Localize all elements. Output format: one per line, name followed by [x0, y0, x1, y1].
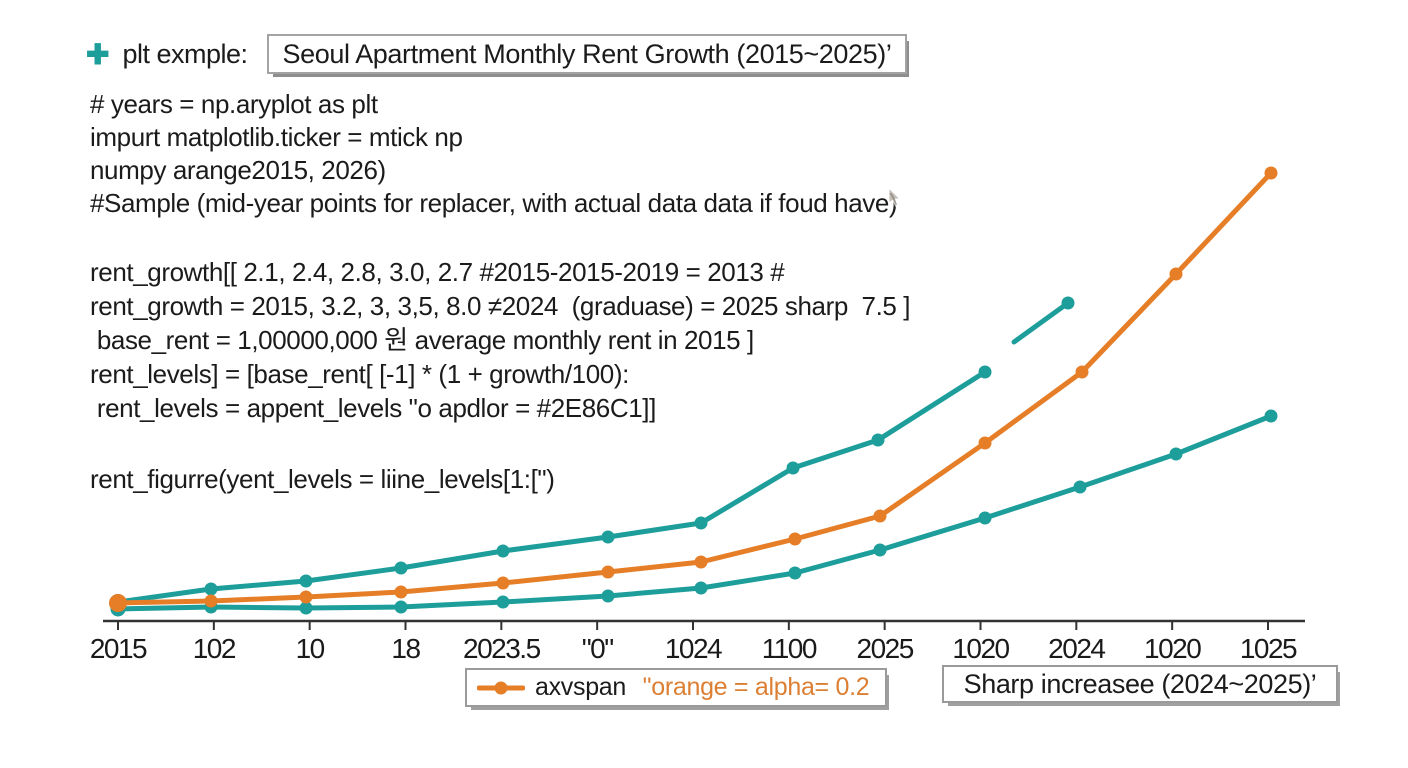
- orange-line-marker-icon: [477, 681, 525, 694]
- code-block-3: rent_figurre(yent_levels = liine_levels[…: [90, 462, 555, 496]
- mouse-cursor-icon: [888, 188, 902, 207]
- x-tick-label: 1020: [952, 633, 1009, 664]
- legend-label-orange: "orange = alpha= 0.2: [642, 673, 870, 701]
- data-point-teal-upper: [496, 544, 510, 558]
- data-point-teal-upper: [786, 461, 800, 475]
- code-line: rent_growth = 2015, 3.2, 3, 3,5, 8.0 ≠20…: [90, 291, 911, 321]
- data-point-teal-upper: [204, 582, 218, 596]
- data-point-teal-lower: [496, 595, 510, 609]
- x-tick-label: 2015: [90, 633, 147, 664]
- legend-label-black: axvspan: [535, 673, 633, 701]
- code-line: # years = np.aryplot as plt: [90, 89, 378, 119]
- data-point-teal-lower: [873, 543, 887, 557]
- data-point-orange: [601, 565, 615, 579]
- chart-title: Seoul Apartment Monthly Rent Growth (201…: [282, 38, 892, 69]
- x-tick-label: "0": [582, 633, 614, 664]
- data-point-teal-lower: [978, 511, 992, 525]
- data-point-teal-upper: [871, 433, 885, 447]
- data-point-teal-lower: [601, 589, 615, 603]
- data-point-orange: [1264, 166, 1278, 180]
- header: ✚ plt exmple: Seoul Apartment Monthly Re…: [86, 34, 908, 74]
- data-point-teal-upper: [299, 574, 313, 588]
- x-tick-label: 2024: [1048, 633, 1105, 664]
- data-point-orange: [978, 436, 992, 450]
- x-tick-label: 18: [391, 633, 420, 664]
- data-point-teal-lower: [1073, 480, 1087, 494]
- data-point-orange: [394, 585, 408, 599]
- code-line: rent_levels = appent_levels "o apdlor = …: [90, 393, 657, 423]
- data-point-teal-lower: [299, 601, 313, 615]
- code-line: impurt matplotlib.ticker = mtick np: [90, 122, 463, 152]
- series-line-orange: [115, 170, 1274, 606]
- data-point-teal-lower: [694, 581, 708, 595]
- code-line: #Sample (mid-year points for replacer, w…: [90, 188, 898, 218]
- data-point-orange: [694, 555, 708, 569]
- x-tick-label: 2023.5: [463, 633, 541, 664]
- header-label: plt exmple:: [122, 38, 248, 69]
- data-point-teal-lower: [1264, 409, 1278, 423]
- data-point-orange: [109, 594, 127, 612]
- x-tick-label: 2025: [857, 633, 914, 664]
- data-point-orange: [788, 532, 802, 546]
- x-tick-label: 1025: [1240, 633, 1297, 664]
- code-line: base_rent = 1,00000,000 원 average monthl…: [90, 325, 754, 355]
- legend-box: axvspan "orange = alpha= 0.2: [465, 668, 887, 707]
- series-line-teal-upper: [115, 369, 988, 605]
- code-line: rent_levels] = [base_rent[ [-1] * (1 + g…: [90, 359, 629, 389]
- data-point-teal-upper: [978, 365, 992, 379]
- annotation-text: Sharp increasee (2024~2025)’: [963, 668, 1317, 699]
- data-point-teal-upper: [394, 561, 408, 575]
- x-tick-label: 1024: [665, 633, 722, 664]
- data-point-orange: [204, 594, 218, 608]
- x-tick-label: 1020: [1144, 633, 1201, 664]
- data-point-teal-upper: [694, 516, 708, 530]
- plus-icon: ✚: [86, 39, 110, 70]
- x-tick-label: 102: [193, 633, 236, 664]
- data-point-teal-upper-detached: [1061, 296, 1075, 310]
- code-line: numpy arange2015, 2026): [90, 155, 386, 185]
- data-point-teal-upper: [601, 530, 615, 544]
- data-point-orange: [496, 576, 510, 590]
- code-line: rent_figurre(yent_levels = liine_levels[…: [90, 464, 555, 494]
- data-point-orange: [1075, 365, 1089, 379]
- data-point-teal-lower: [788, 566, 802, 580]
- data-point-orange: [873, 509, 887, 523]
- annotation-box: Sharp increasee (2024~2025)’: [942, 665, 1338, 703]
- x-tick-label: 1100: [762, 633, 817, 664]
- data-point-orange: [1169, 267, 1183, 281]
- x-tick-label: 10: [296, 633, 325, 664]
- data-point-orange: [299, 590, 313, 604]
- code-block-1: # years = np.aryplot as plt impurt matpl…: [90, 88, 898, 220]
- code-block-2: rent_growth[[ 2.1, 2.4, 2.8, 3.0, 2.7 #2…: [90, 255, 911, 425]
- data-point-teal-lower: [394, 600, 408, 614]
- code-line: rent_growth[[ 2.1, 2.4, 2.8, 3.0, 2.7 #2…: [90, 257, 785, 287]
- chart-title-box: Seoul Apartment Monthly Rent Growth (201…: [266, 34, 908, 74]
- series-line-teal-upper-detached: [1011, 300, 1071, 345]
- data-point-teal-lower: [1169, 447, 1183, 461]
